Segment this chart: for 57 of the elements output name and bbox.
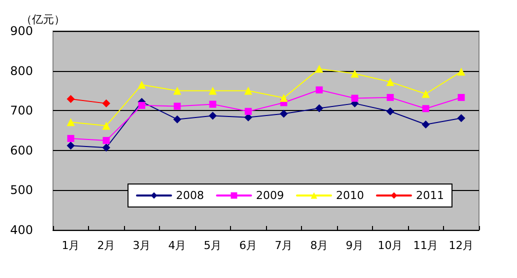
point — [315, 64, 324, 73]
legend-label: 2008 — [176, 189, 204, 202]
point — [208, 86, 217, 95]
point — [280, 110, 288, 118]
point — [316, 86, 323, 94]
point — [244, 86, 252, 95]
point — [457, 68, 466, 76]
point — [208, 112, 217, 120]
point — [386, 78, 394, 86]
legend-label: 2010 — [336, 189, 364, 202]
point — [174, 102, 181, 110]
point — [422, 90, 430, 98]
point — [173, 115, 182, 124]
point — [173, 86, 182, 95]
x-tick-label: 6月 — [239, 239, 258, 252]
x-tick-label: 10月 — [378, 239, 403, 252]
point — [350, 70, 359, 78]
point — [66, 95, 75, 104]
point — [102, 99, 110, 108]
x-tick-label: 2月 — [97, 239, 116, 252]
point — [280, 94, 288, 102]
x-tick-label: 4月 — [168, 239, 186, 252]
point — [66, 118, 75, 126]
y-tick-label: 500 — [10, 183, 33, 198]
point — [209, 100, 216, 108]
x-tick-label: 1月 — [62, 239, 80, 252]
point — [138, 80, 146, 89]
x-tick-label: 12月 — [448, 239, 474, 252]
point — [422, 105, 430, 112]
y-tick-label: 700 — [10, 104, 33, 118]
x-tick-label: 8月 — [310, 239, 328, 252]
point — [102, 144, 110, 152]
x-tick-label: 11月 — [413, 239, 438, 252]
x-tick-label: 5月 — [204, 239, 222, 252]
point — [244, 108, 252, 115]
point — [386, 94, 394, 101]
point — [138, 102, 146, 109]
y-tick-label: 900 — [10, 24, 33, 38]
point — [315, 104, 324, 112]
point — [66, 142, 75, 150]
point — [457, 114, 466, 122]
point — [422, 120, 430, 129]
point — [386, 107, 394, 116]
y-tick-label: 400 — [10, 223, 33, 237]
y-tick-label: 800 — [10, 64, 33, 78]
x-tick-label: 9月 — [346, 239, 364, 252]
point — [102, 122, 110, 130]
y-tick-label: 600 — [10, 143, 33, 158]
x-tick-label: 3月 — [132, 239, 151, 252]
y-axis-title: （亿元） — [21, 13, 65, 26]
point — [67, 134, 74, 142]
legend-label: 2011 — [416, 189, 444, 202]
x-tick-label: 7月 — [274, 239, 293, 252]
point — [351, 94, 358, 102]
point — [458, 94, 465, 101]
legend-label: 2009 — [256, 189, 284, 202]
point — [102, 136, 110, 144]
